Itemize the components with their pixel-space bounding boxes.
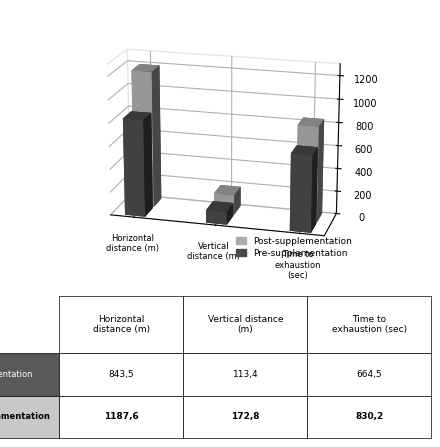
Legend: Post-supplementation, Pre-supplementation: Post-supplementation, Pre-supplementatio… xyxy=(232,233,356,261)
